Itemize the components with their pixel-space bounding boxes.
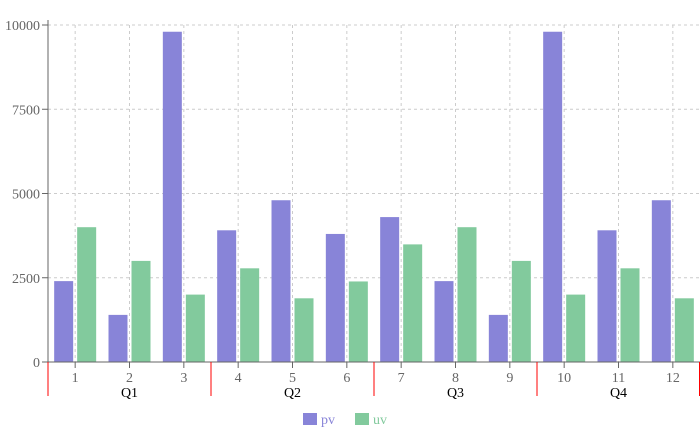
x-tick-label: 2 [126,371,133,386]
legend: pv uv [303,413,387,428]
legend-item-pv[interactable]: pv [303,413,335,428]
bar-uv-2[interactable] [131,260,151,362]
bars [54,31,694,363]
x-tick-label: 5 [289,371,296,386]
group-label: Q1 [121,386,138,401]
bar-uv-4[interactable] [240,268,260,362]
legend-item-uv[interactable]: uv [355,413,387,428]
bar-uv-5[interactable] [294,298,314,362]
x-tick-label: 8 [452,371,459,386]
group-label: Q3 [447,386,464,401]
legend-label: pv [321,413,335,428]
group-label: Q4 [610,386,627,401]
y-tick-label: 0 [33,356,40,371]
y-tick-label: 7500 [12,103,40,118]
bar-uv-12[interactable] [674,298,694,362]
x-tick-label: 9 [506,371,513,386]
bar-uv-11[interactable] [620,268,640,362]
group-label: Q2 [284,386,301,401]
x-tick-label: 11 [612,371,625,386]
bar-uv-7[interactable] [403,244,423,362]
legend-swatch [355,413,369,425]
bar-pv-7[interactable] [380,217,400,362]
bar-uv-6[interactable] [348,281,368,362]
legend-label: uv [373,413,387,428]
x-tick-label: 6 [343,371,350,386]
bar-uv-1[interactable] [77,227,97,362]
x-tick-label: 1 [72,371,79,386]
x-tick-label: 3 [180,371,187,386]
y-tick-label: 10000 [5,19,40,34]
bar-uv-8[interactable] [457,227,477,362]
x-tick-label: 7 [398,371,405,386]
bar-pv-8[interactable] [434,281,454,362]
bar-uv-10[interactable] [566,294,586,362]
bar-pv-5[interactable] [271,200,291,362]
bar-uv-3[interactable] [185,294,205,362]
bar-pv-4[interactable] [217,230,237,362]
bar-pv-6[interactable] [325,233,345,362]
grid [48,24,700,362]
bar-pv-3[interactable] [162,31,182,363]
bar-pv-2[interactable] [108,314,128,362]
x-tick-label: 4 [235,371,242,386]
legend-swatch [303,413,317,425]
bar-pv-10[interactable] [543,31,563,363]
bar-pv-12[interactable] [651,200,671,362]
y-tick-label: 2500 [12,272,40,287]
bar-pv-11[interactable] [597,230,617,362]
x-tick-label: 10 [557,371,571,386]
x-tick-label: 12 [666,371,680,386]
y-tick-label: 5000 [12,188,40,203]
bar-uv-9[interactable] [511,260,531,362]
bar-pv-1[interactable] [54,281,74,362]
bar-pv-9[interactable] [488,314,508,362]
